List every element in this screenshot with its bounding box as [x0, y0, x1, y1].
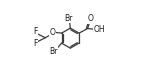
- Text: Br: Br: [65, 14, 73, 23]
- Text: O: O: [50, 28, 56, 37]
- Text: F: F: [33, 39, 38, 48]
- Text: Br: Br: [49, 47, 57, 56]
- Text: O: O: [88, 14, 94, 23]
- Text: OH: OH: [94, 25, 105, 34]
- Text: F: F: [33, 27, 38, 36]
